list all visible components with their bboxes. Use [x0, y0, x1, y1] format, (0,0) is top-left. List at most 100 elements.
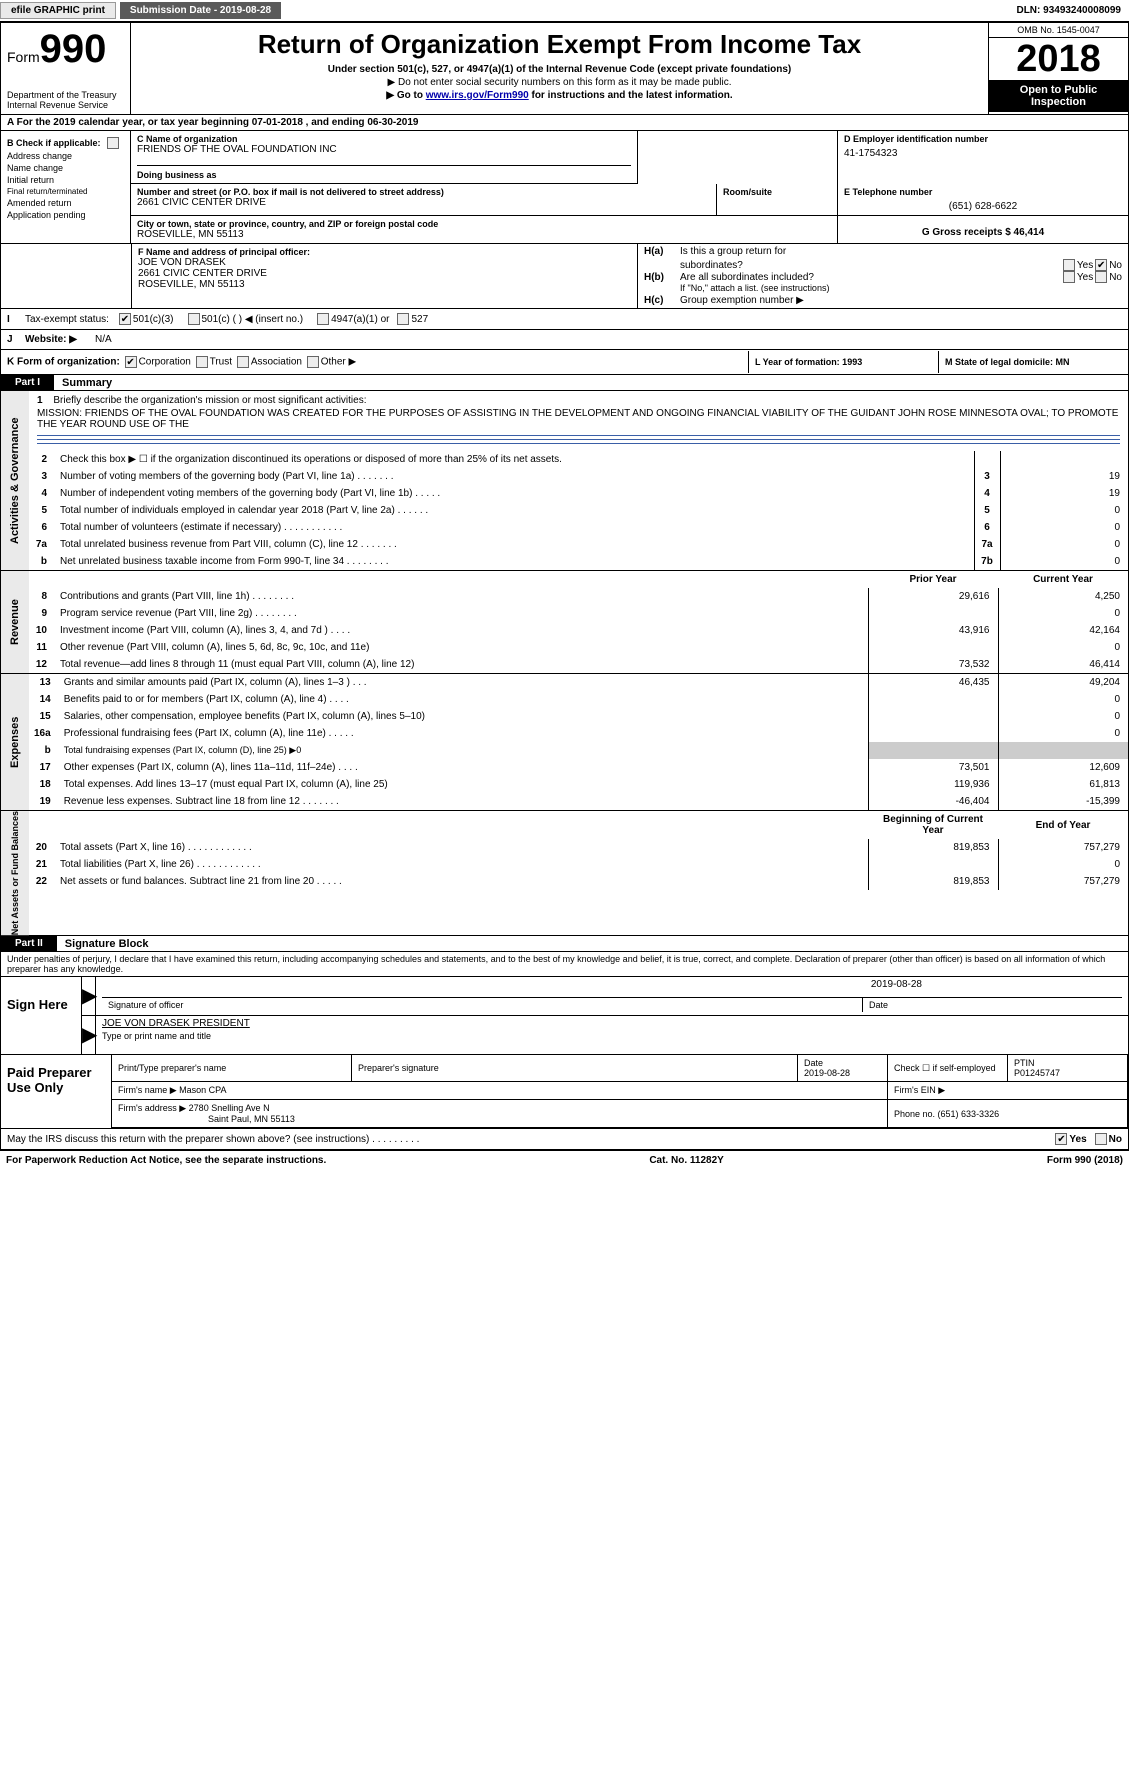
line1-text: Briefly describe the organization's miss… — [53, 395, 366, 406]
year-cell: OMB No. 1545-0047 2018 Open to Public In… — [988, 23, 1128, 114]
submission-date: Submission Date - 2019-08-28 — [120, 2, 281, 19]
h-a-yes: Yes — [1077, 260, 1093, 271]
l13-prior: 46,435 — [868, 674, 998, 691]
arrow-icon: ▶ — [82, 977, 96, 1015]
firm-addr1: 2780 Snelling Ave N — [189, 1103, 270, 1113]
prep-date-val: 2019-08-28 — [804, 1068, 850, 1078]
line18: Total expenses. Add lines 13–17 (must eq… — [59, 776, 868, 793]
prep-selfemp: Check ☐ if self-employed — [888, 1055, 1008, 1082]
k-corp-check[interactable] — [125, 356, 137, 368]
c-street: 2661 CIVIC CENTER DRIVE — [137, 197, 710, 208]
discuss-yes: Yes — [1069, 1134, 1086, 1145]
line6-val: 0 — [1000, 519, 1128, 536]
line5-val: 0 — [1000, 502, 1128, 519]
i-527: 527 — [411, 314, 428, 325]
box-c-city: City or town, state or province, country… — [131, 216, 838, 243]
i-4947-check[interactable] — [317, 313, 329, 325]
k-other-check[interactable] — [307, 356, 319, 368]
line4-val: 19 — [1000, 485, 1128, 502]
sign-here-label: Sign Here — [1, 977, 81, 1054]
bcd-block: B Check if applicable: Address change Na… — [0, 131, 1129, 244]
box-b: B Check if applicable: Address change Na… — [1, 131, 131, 243]
discuss-no-check[interactable] — [1095, 1133, 1107, 1145]
h-a-text2: subordinates? — [680, 260, 1061, 271]
c-city: ROSEVILLE, MN 55113 — [137, 229, 831, 240]
h-b-no-check[interactable] — [1095, 271, 1107, 283]
h-a-yes-check[interactable] — [1063, 259, 1075, 271]
vlabel-netassets: Net Assets or Fund Balances — [1, 811, 29, 935]
l12-prior: 73,532 — [868, 656, 998, 673]
ptin-val: P01245747 — [1014, 1068, 1060, 1078]
l13-curr: 49,204 — [998, 674, 1128, 691]
dept-irs: Internal Revenue Service — [7, 100, 124, 110]
form-header: Form990 Department of the Treasury Inter… — [0, 22, 1129, 115]
l19-curr: -15,399 — [998, 793, 1128, 810]
part2-tag: Part II — [1, 936, 57, 951]
line10: Investment income (Part VIII, column (A)… — [55, 622, 868, 639]
g-gross-receipts: G Gross receipts $ 46,414 — [844, 227, 1122, 238]
part2-title: Signature Block — [57, 938, 149, 950]
efile-btn[interactable]: efile GRAPHIC print — [0, 2, 116, 19]
l15-curr: 0 — [998, 708, 1128, 725]
h-b-yes-check[interactable] — [1063, 271, 1075, 283]
h-c-label: H(c) — [644, 295, 680, 306]
firm-ein-label: Firm's EIN ▶ — [888, 1082, 1128, 1100]
f-street: 2661 CIVIC CENTER DRIVE — [138, 268, 631, 279]
h-a-no: No — [1109, 260, 1122, 271]
line13: Grants and similar amounts paid (Part IX… — [59, 674, 868, 691]
current-year-hdr: Current Year — [998, 571, 1128, 588]
sig-date-val: 2019-08-28 — [102, 979, 1122, 997]
h-a-no-check[interactable] — [1095, 259, 1107, 271]
l10-curr: 42,164 — [998, 622, 1128, 639]
h-b-no: No — [1109, 272, 1122, 283]
check-icon[interactable] — [107, 137, 119, 149]
line7b-val: 0 — [1000, 553, 1128, 570]
f-label: F Name and address of principal officer: — [138, 247, 631, 257]
l22-beg: 819,853 — [868, 873, 998, 890]
part1-tag: Part I — [1, 375, 54, 390]
irs-link[interactable]: www.irs.gov/Form990 — [426, 90, 529, 101]
i-501c: 501(c) ( ) ◀ (insert no.) — [202, 314, 304, 325]
main-title: Return of Organization Exempt From Incom… — [137, 29, 982, 60]
line7b: Net unrelated business taxable income fr… — [55, 553, 974, 570]
line19: Revenue less expenses. Subtract line 18 … — [59, 793, 868, 810]
j-val: N/A — [95, 334, 112, 345]
firm-name-label: Firm's name ▶ — [118, 1085, 177, 1095]
l10-prior: 43,916 — [868, 622, 998, 639]
k-trust-check[interactable] — [196, 356, 208, 368]
k-trust: Trust — [210, 357, 232, 368]
perjury-text: Under penalties of perjury, I declare th… — [0, 952, 1129, 977]
form-number-cell: Form990 Department of the Treasury Inter… — [1, 23, 131, 114]
j-label: J — [7, 334, 25, 345]
b-name-change: Name change — [7, 163, 124, 173]
box-f: F Name and address of principal officer:… — [131, 244, 638, 308]
c-street-label: Number and street (or P.O. box if mail i… — [137, 187, 710, 197]
line2: Check this box ▶ ☐ if the organization d… — [55, 451, 974, 468]
line14: Benefits paid to or for members (Part IX… — [59, 691, 868, 708]
i-501c-check[interactable] — [188, 313, 200, 325]
b-address-change: Address change — [7, 151, 124, 161]
k-assoc-check[interactable] — [237, 356, 249, 368]
fh-block: F Name and address of principal officer:… — [0, 244, 1129, 309]
l18-prior: 119,936 — [868, 776, 998, 793]
l22-end: 757,279 — [998, 873, 1128, 890]
b-initial-return: Initial return — [7, 175, 124, 185]
discuss-no: No — [1109, 1134, 1122, 1145]
h-b-note: If "No," attach a list. (see instruction… — [638, 283, 1128, 293]
i-527-check[interactable] — [397, 313, 409, 325]
firm-addr2: Saint Paul, MN 55113 — [208, 1114, 295, 1124]
signer-name: JOE VON DRASEK PRESIDENT — [102, 1018, 1122, 1029]
line4: Number of independent voting members of … — [55, 485, 974, 502]
discuss-text: May the IRS discuss this return with the… — [7, 1134, 1053, 1145]
firm-addr-label: Firm's address ▶ — [118, 1103, 186, 1113]
beg-year-hdr: Beginning of Current Year — [868, 811, 998, 839]
box-d: D Employer identification number 41-1754… — [838, 131, 1128, 184]
vlabel-revenue: Revenue — [1, 571, 29, 673]
i-501c3-check[interactable] — [119, 313, 131, 325]
discuss-row: May the IRS discuss this return with the… — [0, 1129, 1129, 1150]
signer-name-label: Type or print name and title — [102, 1029, 1122, 1043]
discuss-yes-check[interactable] — [1055, 1133, 1067, 1145]
footer-right: Form 990 (2018) — [1047, 1155, 1123, 1166]
mission-text: MISSION: FRIENDS OF THE OVAL FOUNDATION … — [37, 406, 1120, 432]
f-name: JOE VON DRASEK — [138, 257, 631, 268]
